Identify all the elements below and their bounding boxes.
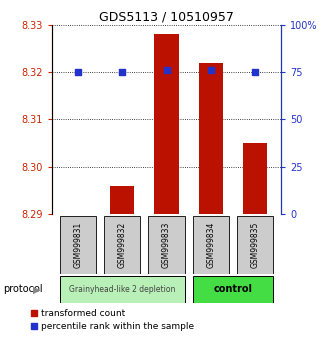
Text: Grainyhead-like 2 depletion: Grainyhead-like 2 depletion [69,285,175,294]
Bar [192,216,229,274]
Bar [104,216,141,274]
Bar [155,34,178,214]
Text: GSM999835: GSM999835 [250,222,259,268]
Bar [60,216,96,274]
Bar [110,186,135,214]
Text: GSM999832: GSM999832 [118,222,127,268]
Legend: transformed count, percentile rank within the sample: transformed count, percentile rank withi… [31,309,194,331]
Bar [192,276,273,303]
Text: control: control [213,284,252,295]
Text: GSM999834: GSM999834 [206,222,215,268]
Text: protocol: protocol [3,284,43,295]
Title: GDS5113 / 10510957: GDS5113 / 10510957 [99,11,234,24]
Bar [237,216,273,274]
Text: GSM999831: GSM999831 [74,222,83,268]
Text: GSM999833: GSM999833 [162,222,171,268]
Bar [60,276,184,303]
Text: ▶: ▶ [33,284,40,295]
Point [252,69,257,75]
Point [120,69,125,75]
Bar [198,63,223,214]
Point [164,67,169,73]
Bar [243,143,267,214]
Point [76,69,81,75]
Point [208,67,213,73]
Bar [149,216,184,274]
